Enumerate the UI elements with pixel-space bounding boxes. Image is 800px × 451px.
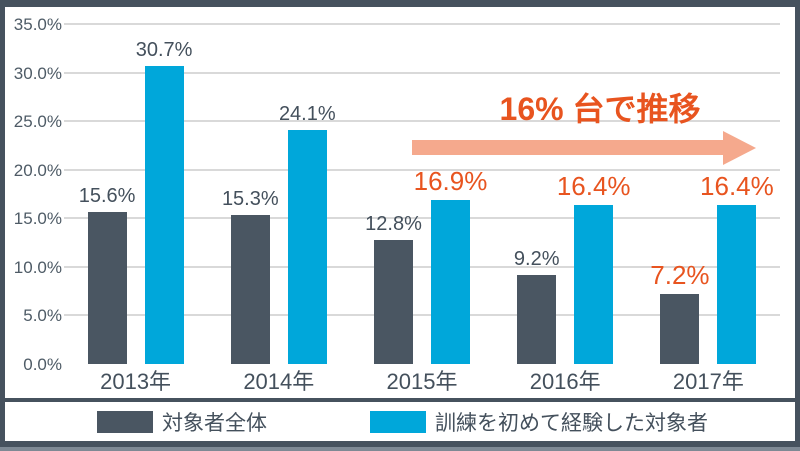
gridline-25 — [64, 120, 780, 123]
y-tick-label-30: 30.0% — [13, 63, 62, 83]
y-tick-label-0: 0.0% — [23, 355, 62, 374]
gridline-15 — [64, 217, 780, 220]
value-label-2016年-series1: 9.2% — [513, 247, 560, 270]
value-label-2016年-series2: 16.4% — [556, 170, 631, 201]
trend-arrow-body — [412, 140, 723, 155]
bar-2015年-series1 — [374, 239, 413, 364]
bar-2016年-series1 — [517, 274, 557, 364]
legend-swatch-series2 — [370, 411, 426, 433]
gridline-5 — [64, 314, 780, 317]
trend-arrow-head-icon — [723, 131, 756, 165]
bar-2017年-series2 — [717, 204, 757, 364]
bar-2014年-series1 — [230, 215, 270, 364]
legend: 対象者全体 訓練を初めて経験した対象者 — [5, 402, 795, 441]
gridline-20 — [64, 168, 780, 171]
legend-label-series2: 訓練を初めて経験した対象者 — [435, 411, 708, 435]
y-tick-label-35: 35.0% — [13, 15, 62, 34]
bar-2013年-series1 — [87, 212, 127, 364]
bar-2016年-series2 — [574, 204, 614, 364]
gridline-30 — [64, 71, 780, 74]
value-label-2015年-series1: 12.8% — [365, 212, 422, 235]
bar-2017年-series1 — [660, 294, 700, 364]
bar-2015年-series2 — [431, 199, 470, 364]
y-tick-label-10: 10.0% — [13, 257, 62, 277]
bar-2013年-series2 — [144, 65, 184, 364]
x-axis-label-2014年: 2014年 — [243, 369, 315, 394]
x-axis-label-2013年: 2013年 — [100, 369, 172, 394]
value-label-2017年-series2: 16.4% — [700, 170, 774, 201]
legend-swatch-series1 — [97, 411, 153, 433]
value-label-2014年-series2: 24.1% — [278, 102, 336, 125]
value-label-2017年-series1: 7.2% — [650, 260, 710, 291]
x-axis-label-2015年: 2015年 — [386, 369, 458, 394]
value-label-2014年-series1: 15.3% — [221, 188, 279, 211]
bar-2014年-series2 — [287, 129, 327, 364]
value-label-2015年-series2: 16.9% — [413, 165, 488, 196]
bottom-strip — [0, 447, 800, 451]
value-label-2013年-series1: 15.6% — [78, 185, 136, 208]
bar-chart: 0.0% 5.0% 10.0% 15.0% 20.0% 25.0% 30.0% 35.0% 1… — [5, 7, 795, 398]
gridline-35 — [64, 23, 780, 25]
value-label-2013年-series2: 30.7% — [135, 38, 193, 61]
x-axis-label-2017年: 2017年 — [672, 369, 744, 394]
gridline-10 — [64, 265, 780, 268]
y-tick-label-15: 15.0% — [13, 209, 62, 229]
legend-label-series1: 対象者全体 — [162, 411, 267, 435]
y-tick-label-5: 5.0% — [23, 306, 62, 326]
y-tick-label-25: 25.0% — [13, 112, 62, 132]
x-axis-label-2016年: 2016年 — [529, 369, 601, 394]
y-tick-label-20: 20.0% — [13, 160, 62, 180]
annotation-text: 16% 台で推移 — [499, 91, 701, 127]
